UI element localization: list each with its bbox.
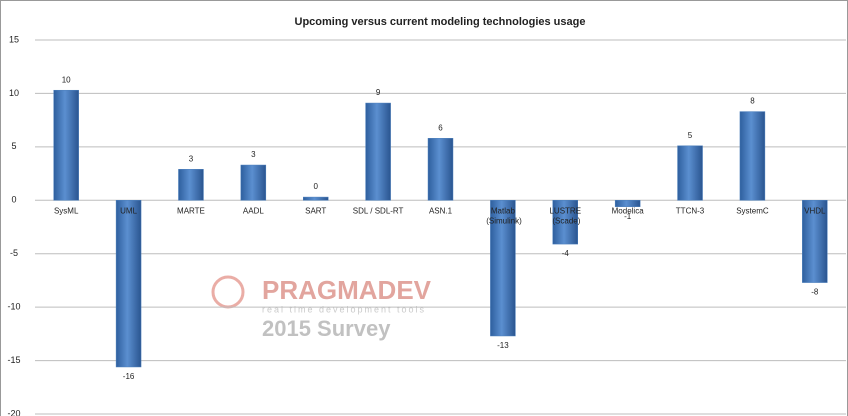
- data-label: -4: [562, 249, 570, 258]
- bar: [677, 145, 703, 201]
- bar: [614, 200, 641, 207]
- x-tick-label: TTCN-3: [676, 206, 705, 215]
- chart-title: Upcoming versus current modeling technol…: [295, 16, 586, 28]
- x-tick-label: SysML: [54, 206, 79, 215]
- y-tick-label: 15: [9, 34, 19, 44]
- bar: [178, 169, 204, 201]
- y-tick-label: 5: [11, 141, 16, 151]
- data-label: -1: [624, 212, 632, 221]
- y-tick-label: 10: [9, 88, 19, 98]
- data-label: -8: [811, 288, 819, 297]
- data-label: 3: [189, 154, 194, 163]
- data-label: 6: [438, 123, 443, 132]
- data-label: 8: [750, 97, 755, 106]
- y-tick-label: -20: [7, 408, 20, 416]
- x-tick-label: UML: [120, 206, 137, 215]
- data-label: -13: [497, 341, 509, 350]
- watermark-survey: 2015 Survey: [262, 316, 391, 341]
- bar: [427, 138, 454, 201]
- bar: [552, 200, 578, 245]
- y-tick-label: -5: [10, 248, 18, 258]
- data-label: -16: [123, 372, 135, 381]
- x-tick-label: LUSTRE (Scade): [549, 206, 581, 225]
- bar: [53, 89, 79, 201]
- y-tick-label: 0: [11, 195, 16, 205]
- x-tick-label: SART: [305, 206, 326, 215]
- bar: [802, 200, 828, 283]
- data-label: 3: [251, 150, 256, 159]
- data-label: 0: [314, 182, 319, 191]
- x-tick-label: MARTE: [177, 206, 205, 215]
- watermark-brand: PRAGMADEV: [262, 275, 432, 305]
- x-tick-label: SDL / SDL-RT: [353, 206, 404, 215]
- data-label: 5: [688, 131, 693, 140]
- x-tick-label: Modelica: [612, 206, 645, 215]
- data-label: 9: [376, 88, 381, 97]
- bar: [303, 196, 329, 201]
- watermark-tagline: real time development tools: [262, 304, 426, 314]
- bar: [240, 164, 267, 201]
- x-tick-label: ASN.1: [429, 206, 453, 215]
- bar: [365, 102, 391, 201]
- x-tick-label: AADL: [243, 206, 264, 215]
- bar: [115, 200, 142, 368]
- data-label: 10: [62, 75, 71, 84]
- x-tick-label: SystemC: [736, 206, 769, 215]
- bar: [490, 200, 516, 337]
- x-tick-label: VHDL: [804, 206, 826, 215]
- y-tick-label: -10: [7, 302, 20, 312]
- bar: [739, 111, 766, 201]
- x-tick-label: Matlab (Simulink): [484, 206, 522, 225]
- y-tick-label: -15: [7, 355, 20, 365]
